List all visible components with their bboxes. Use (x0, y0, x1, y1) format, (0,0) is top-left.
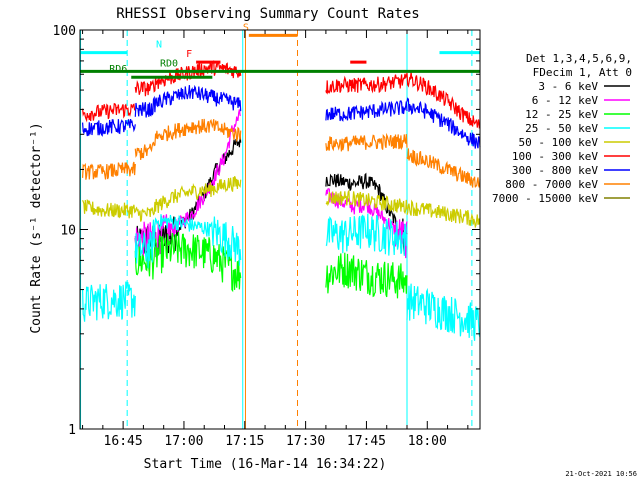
x-tick-label-1730: 17:30 (286, 434, 325, 449)
x-tick-label-1800: 18:00 (408, 434, 447, 449)
series-trace-8-segment-2 (134, 118, 242, 160)
series-trace-7-segment-3 (325, 100, 408, 122)
legend-label-7: 300 - 800 keV (512, 164, 598, 177)
legend-header-line-2: FDecim 1, Att 0 (533, 66, 632, 79)
legend-label-4: 25 - 50 keV (525, 122, 598, 135)
legend-label-3: 12 - 25 keV (525, 108, 598, 121)
legend-header-line-1: Det 1,3,4,5,6,9, (526, 52, 632, 65)
legend-label-5: 50 - 100 keV (519, 136, 599, 149)
flag-label-s: S (243, 22, 249, 33)
series-trace-8-segment-3 (325, 132, 408, 152)
x-tick-label-1745: 17:45 (347, 434, 386, 449)
series-trace-4-segment-2 (134, 214, 242, 269)
legend-label-6: 100 - 300 keV (512, 150, 598, 163)
legend-label-8: 800 - 7000 keV (505, 178, 598, 191)
series-trace-5-segment-4 (406, 199, 481, 229)
x-tick-label-1700: 17:00 (164, 434, 203, 449)
x-axis-label: Start Time (16-Mar-14 16:34:22) (144, 457, 387, 472)
series-trace-6-segment-1 (82, 102, 136, 123)
series-trace-7-segment-4 (406, 97, 481, 149)
y-tick-label-10: 10 (60, 224, 76, 239)
series-trace-3-segment-1 (134, 232, 242, 293)
series-trace-7-segment-2 (134, 84, 242, 118)
flag-label-f: F (186, 49, 192, 60)
y-axis-label: Count Rate (s⁻¹ detector⁻¹) (29, 122, 44, 333)
footer-date: 21-Oct-2021 10:56 (565, 470, 637, 478)
series-trace-3-segment-2 (325, 252, 408, 299)
series-trace-5-segment-2 (134, 176, 242, 222)
x-tick-label-1715: 17:15 (225, 434, 264, 449)
series-trace-6-segment-4 (406, 71, 481, 129)
legend-label-9: 7000 - 15000 keV (492, 192, 598, 205)
legend-label-2: 6 - 12 keV (532, 94, 599, 107)
series-trace-5-segment-1 (82, 199, 136, 219)
flag-label-rd0: RD0 (160, 58, 178, 69)
series-trace-6-segment-3 (325, 72, 408, 95)
series-trace-7-segment-1 (82, 119, 136, 137)
flag-label-rd6: RD6 (109, 64, 127, 75)
series-trace-4-segment-3 (325, 213, 408, 256)
y-tick-label-100: 100 (53, 24, 76, 39)
series-trace-5-segment-3 (325, 189, 408, 215)
series-trace-4-segment-4 (406, 283, 481, 341)
legend-label-1: 3 - 6 keV (538, 80, 598, 93)
series-trace-8-segment-1 (82, 161, 136, 180)
x-tick-label-1645: 16:45 (104, 434, 143, 449)
chart-title: RHESSI Observing Summary Count Rates (116, 6, 419, 22)
series-trace-4-segment-1 (82, 281, 136, 322)
flag-label-n: N (156, 40, 162, 51)
y-tick-label-1: 1 (68, 423, 76, 438)
series-trace-8-segment-4 (406, 148, 481, 188)
